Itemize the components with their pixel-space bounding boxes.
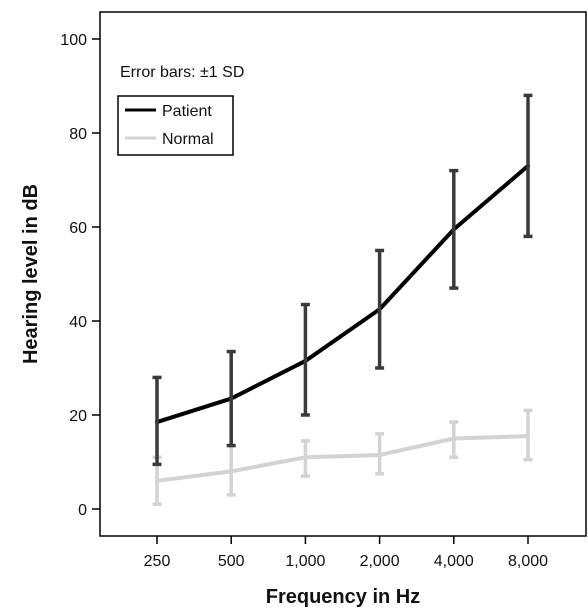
- error-bar-normal: [449, 420, 459, 460]
- legend-label-patient: Patient: [162, 103, 212, 120]
- error-bar-patient: [226, 349, 236, 448]
- error-bar-normal: [375, 432, 385, 476]
- x-axis-title: Frequency in Hz: [266, 586, 420, 608]
- y-tick-label: 100: [60, 32, 87, 49]
- error-bars-annotation: Error bars: ±1 SD: [120, 64, 244, 81]
- x-tick-label: 8,000: [508, 553, 548, 570]
- error-bar-patient: [300, 302, 310, 417]
- x-tick-label: 250: [144, 553, 171, 570]
- y-tick-label: 60: [69, 220, 87, 237]
- x-tick-label: 4,000: [434, 553, 474, 570]
- plot-frame: [99, 11, 587, 537]
- series-patient: [152, 93, 533, 467]
- error-bar-patient: [523, 93, 533, 239]
- y-axis-title: Hearing level in dB: [20, 184, 42, 364]
- error-bar-patient: [375, 248, 385, 370]
- y-tick-label: 0: [78, 502, 87, 519]
- legend-box: [117, 95, 234, 156]
- legend: Patient Normal: [117, 95, 234, 156]
- x-tick-label: 500: [218, 553, 245, 570]
- plot-area: [99, 11, 587, 537]
- y-axis: 0 20 40 60 80 100: [60, 32, 100, 519]
- x-tick-label: 1,000: [285, 553, 325, 570]
- y-tick-label: 80: [69, 126, 87, 143]
- y-tick-label: 40: [69, 314, 87, 331]
- error-bar-patient: [152, 375, 162, 467]
- x-tick-label: 2,000: [360, 553, 400, 570]
- legend-label-normal: Normal: [162, 131, 214, 148]
- series-line-patient: [155, 163, 530, 425]
- error-bar-normal: [300, 439, 310, 478]
- series-line-normal: [155, 434, 530, 483]
- error-bar-normal: [523, 408, 533, 462]
- x-axis: 250 500 1,000 2,000 4,000 8,000: [144, 536, 548, 570]
- error-bar-patient: [449, 168, 459, 290]
- y-tick-label: 20: [69, 408, 87, 425]
- series-layer: [152, 93, 533, 507]
- series-normal: [152, 408, 533, 507]
